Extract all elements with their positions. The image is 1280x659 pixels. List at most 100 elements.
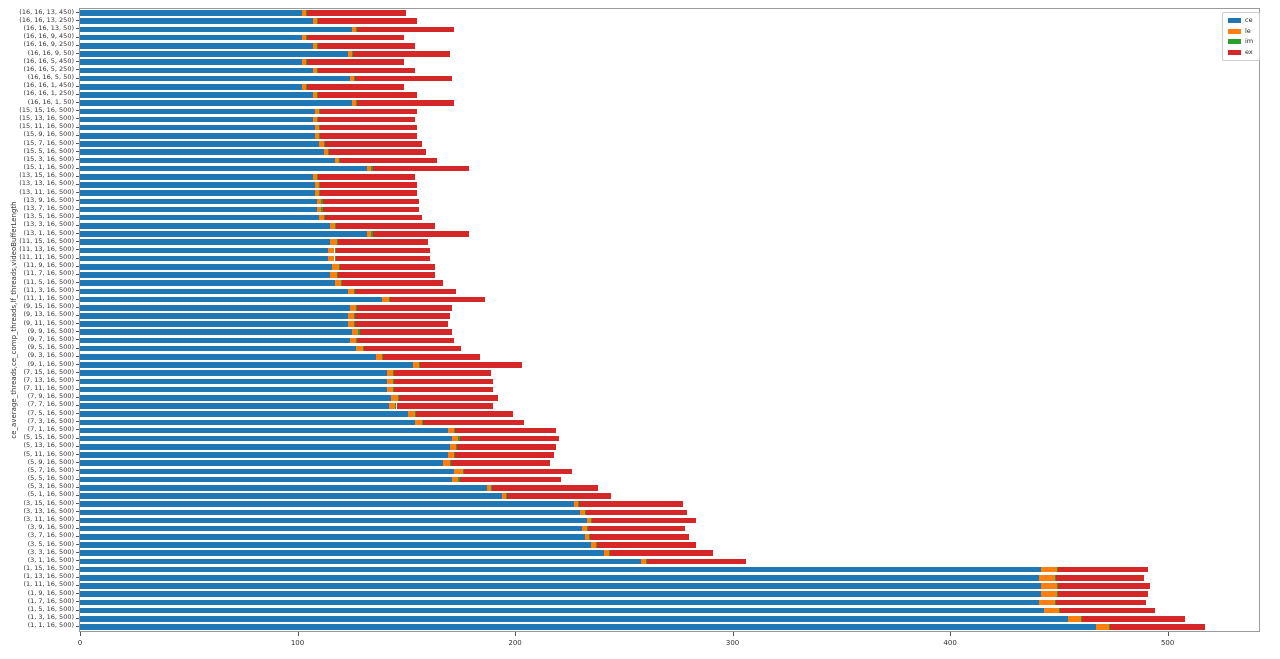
bar-segment-le xyxy=(301,59,307,65)
bar-segment-ex xyxy=(394,378,494,385)
y-tick-mark xyxy=(76,601,79,603)
bar-segment-ce xyxy=(80,575,1040,581)
bar-segment-ex xyxy=(355,321,448,327)
bar-segment-ex xyxy=(1057,583,1151,589)
bar-segment-le xyxy=(334,280,342,286)
y-tick-mark xyxy=(76,241,79,243)
y-tick-mark xyxy=(76,413,79,415)
bar-segment-im xyxy=(354,288,356,295)
y-tick-label: (13, 1, 16, 500) xyxy=(23,228,74,237)
y-tick-label: (13, 7, 16, 500) xyxy=(23,204,74,212)
bar-segment-ex xyxy=(457,444,557,450)
bar-segment-le xyxy=(312,18,318,25)
bar-segment-im xyxy=(419,362,421,368)
bar-segment-ce xyxy=(80,223,331,229)
y-tick-label: (13, 9, 16, 500) xyxy=(23,195,74,204)
bar-segment-im xyxy=(334,255,336,262)
bar-segment-ce xyxy=(80,247,328,254)
bar-segment-le xyxy=(330,272,337,278)
bar-segment-le xyxy=(312,67,318,74)
bar-segment-ex xyxy=(339,157,437,164)
bar-segment-im xyxy=(454,427,456,434)
bar-segment-le xyxy=(314,124,320,131)
bar-segment-ex xyxy=(355,288,457,295)
bar-segment-le xyxy=(1067,615,1081,622)
bar-segment-im xyxy=(1056,583,1058,589)
bar-segment-ce xyxy=(80,362,413,368)
y-tick-mark xyxy=(76,273,79,275)
legend-label: le xyxy=(1245,26,1251,35)
bar-segment-le xyxy=(382,296,389,303)
bar-segment-ce xyxy=(80,493,502,499)
bar-segment-ex xyxy=(450,460,550,467)
legend-item-le: le xyxy=(1228,26,1253,35)
bar-segment-im xyxy=(1054,599,1056,606)
bar-segment-le xyxy=(449,444,457,450)
y-tick-label: (3, 13, 16, 500) xyxy=(23,506,74,515)
y-tick-mark xyxy=(76,380,79,382)
bar-segment-le xyxy=(443,460,450,467)
bar-segment-ex xyxy=(318,116,415,123)
y-tick-label: (9, 3, 16, 500) xyxy=(27,351,74,360)
y-tick-mark xyxy=(76,609,79,611)
y-tick-mark xyxy=(76,454,79,456)
bar-segment-im xyxy=(317,67,319,74)
y-tick-label: (11, 13, 16, 500) xyxy=(19,244,74,253)
bar-segment-ex xyxy=(335,255,431,262)
bar-segment-le xyxy=(573,501,579,507)
bar-segment-im xyxy=(354,313,356,319)
y-tick-label: (15, 7, 16, 500) xyxy=(23,138,74,147)
bar-segment-im xyxy=(336,239,338,246)
y-tick-mark xyxy=(76,290,79,292)
bar-segment-ex xyxy=(318,173,415,180)
bar-segment-ex xyxy=(339,264,435,270)
y-tick-mark xyxy=(76,625,79,627)
y-tick-mark xyxy=(76,339,79,341)
bar-segment-im xyxy=(321,206,323,213)
y-tick-label: (9, 13, 16, 500) xyxy=(23,310,74,319)
y-tick-mark xyxy=(76,151,79,153)
bar-segment-le xyxy=(312,116,318,123)
bar-segment-le xyxy=(351,329,359,336)
bar-segment-im xyxy=(578,501,580,507)
bar-segment-ce xyxy=(80,313,348,319)
bar-segment-le xyxy=(349,337,357,344)
bar-segment-le xyxy=(375,354,383,360)
y-tick-mark xyxy=(76,544,79,546)
bar-segment-ce xyxy=(80,329,352,336)
bar-segment-ce xyxy=(80,460,444,467)
bar-segment-ex xyxy=(337,239,429,246)
y-tick-mark xyxy=(76,12,79,14)
y-tick-mark xyxy=(76,560,79,562)
bar-segment-im xyxy=(334,223,336,229)
bar-segment-ex xyxy=(646,558,746,565)
x-tick-label: 300 xyxy=(725,639,740,647)
bar-segment-le xyxy=(486,484,492,491)
y-tick-label: (7, 5, 16, 500) xyxy=(27,408,74,417)
y-tick-mark xyxy=(76,93,79,95)
bar-segment-im xyxy=(393,378,395,385)
y-tick-mark xyxy=(76,143,79,145)
y-tick-label: (16, 16, 9, 50) xyxy=(27,48,74,57)
y-tick-label: (11, 5, 16, 500) xyxy=(23,277,74,286)
bar-segment-ex xyxy=(307,10,407,16)
legend-label: im xyxy=(1245,37,1254,45)
bar-segment-ce xyxy=(80,566,1042,573)
bar-segment-im xyxy=(306,34,308,41)
y-tick-label: (13, 13, 16, 500) xyxy=(19,179,74,188)
y-tick-mark xyxy=(76,519,79,521)
bar-segment-im xyxy=(321,198,323,205)
y-tick-mark xyxy=(76,28,79,30)
bar-segment-ex xyxy=(352,51,450,57)
y-tick-label: (9, 11, 16, 500) xyxy=(23,318,74,327)
bar-segment-ce xyxy=(80,83,302,90)
bar-segment-le xyxy=(301,10,307,16)
y-tick-mark xyxy=(76,224,79,226)
bar-segment-im xyxy=(586,525,588,532)
y-tick-label: (7, 9, 16, 500) xyxy=(27,392,74,401)
bar-segment-ce xyxy=(80,304,350,311)
y-tick-mark xyxy=(76,53,79,54)
bar-segment-ce xyxy=(80,288,348,295)
bar-segment-ex xyxy=(383,354,481,360)
